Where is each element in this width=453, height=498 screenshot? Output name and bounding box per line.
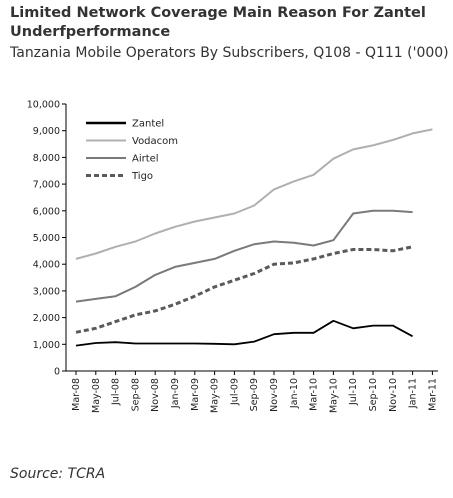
legend-label-airtel: Airtel <box>132 154 159 165</box>
legend-label-tigo: Tigo <box>131 171 153 182</box>
x-tick-label: Jan-10 <box>289 378 300 409</box>
y-tick-label: 3,000 <box>33 286 60 297</box>
chart-axes: 0 1,000 2,000 3,000 4,000 5,000 6,000 7,000 8,00… <box>27 100 439 414</box>
x-tick-label: Mar-08 <box>71 378 82 411</box>
x-tick-label: May-09 <box>210 378 221 413</box>
series-line-tigo <box>75 245 413 334</box>
x-tick-label: Jul-10 <box>348 378 359 406</box>
x-tick-label: Sep-09 <box>249 378 260 411</box>
x-tick-label: Jul-08 <box>111 378 122 406</box>
y-tick-label: 8,000 <box>33 153 60 164</box>
x-tick-label: Nov-09 <box>269 378 280 412</box>
series-line-zantel <box>75 319 414 347</box>
x-tick-label: May-08 <box>91 378 102 413</box>
x-tick-label: Sep-10 <box>368 378 379 411</box>
legend-label-zantel: Zantel <box>132 119 164 130</box>
x-tick-label: Mar-09 <box>190 378 201 411</box>
x-tick-label: Nov-10 <box>388 378 399 412</box>
x-tick-label: Nov-08 <box>150 378 161 412</box>
y-tick-label: 9,000 <box>33 126 60 137</box>
x-tick-label: Mar-10 <box>309 378 320 411</box>
y-tick-label: 10,000 <box>27 100 60 111</box>
y-tick-label: 1,000 <box>33 340 60 351</box>
source-note: Source: TCRA <box>10 466 106 482</box>
chart-subtitle: Tanzania Mobile Operators By Subscribers… <box>10 45 449 61</box>
series-line-airtel <box>75 209 413 303</box>
y-tick-label: 6,000 <box>33 206 60 217</box>
y-tick-label: 5,000 <box>33 233 60 244</box>
chart-title: Limited Network Coverage Main Reason For… <box>10 5 426 40</box>
x-tick-label: Mar-11 <box>427 378 438 411</box>
legend-label-vodacom: Vodacom <box>132 136 178 147</box>
series-line-vodacom <box>75 128 433 260</box>
x-tick-label: Jan-09 <box>170 378 181 409</box>
y-tick-label: 0 <box>54 367 60 378</box>
line-chart: 0 1,000 2,000 3,000 4,000 5,000 6,000 7,000 8,00… <box>27 100 439 414</box>
x-tick-label: May-10 <box>328 378 339 413</box>
x-tick-label: Jan-11 <box>408 378 419 409</box>
x-tick-label: Jul-09 <box>229 378 240 406</box>
y-tick-label: 7,000 <box>33 180 60 191</box>
chart-legend: Zantel Vodacom Airtel Tigo <box>86 119 178 182</box>
x-tick-label: Sep-08 <box>130 378 141 411</box>
y-tick-label: 2,000 <box>33 313 60 324</box>
series-layer <box>75 128 433 347</box>
y-tick-label: 4,000 <box>33 260 60 271</box>
